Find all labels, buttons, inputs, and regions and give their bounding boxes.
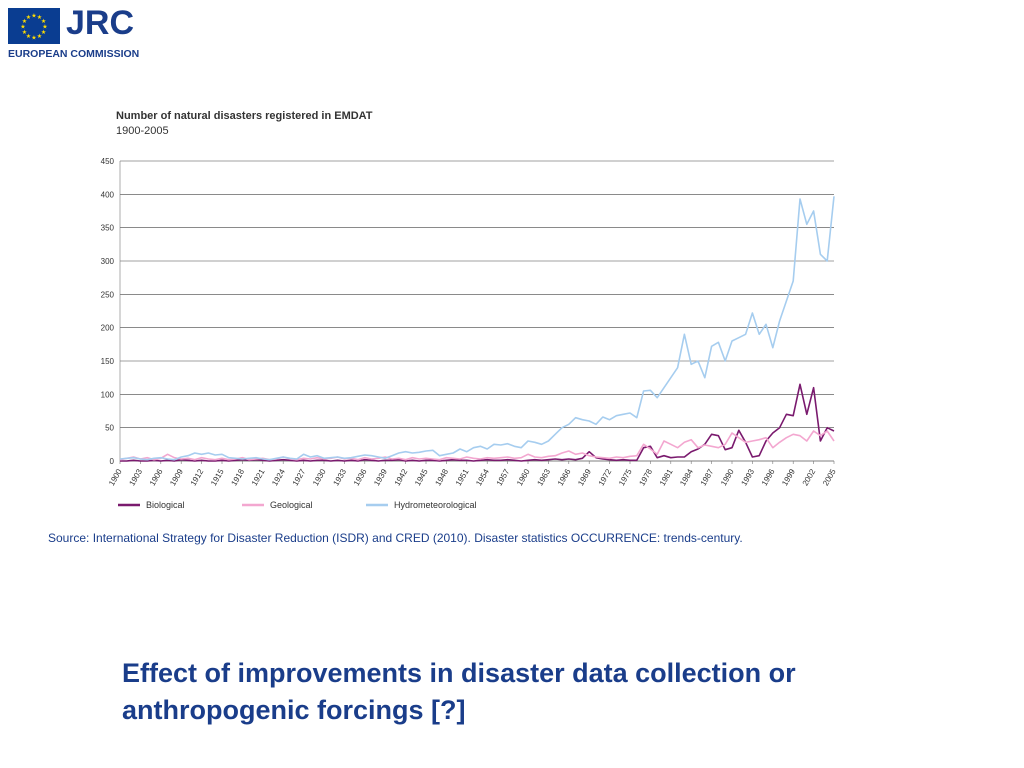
x-tick-label: 2005 [821,467,838,487]
x-tick-label: 1993 [739,467,756,487]
legend-label: Biological [146,500,185,510]
y-tick-label: 450 [101,157,115,166]
eu-star-icon: ★ [31,13,36,20]
y-tick-label: 150 [101,357,115,366]
x-tick-label: 1936 [352,467,369,487]
x-tick-label: 1960 [515,467,532,487]
x-tick-label: 1999 [780,467,797,487]
x-tick-label: 1984 [678,467,695,487]
x-tick-label: 2002 [801,467,818,487]
x-axis-ticks: 1900 1903 1906 1909 1912 1915 1918 1921 1924 1927… [107,461,838,487]
y-tick-label: 100 [101,390,115,399]
eu-flag-icon: ★ ★ ★ ★ ★ ★ ★ ★ ★ ★ ★ ★ [8,8,60,44]
x-tick-label: 1933 [331,467,348,487]
legend-label: Hydrometeorological [394,500,477,510]
x-tick-label: 1948 [433,467,450,487]
x-tick-label: 1990 [719,467,736,487]
chart-gridlines [119,160,834,462]
x-tick-label: 1924 [270,467,287,487]
eu-star-icon: ★ [42,24,47,31]
y-tick-label: 200 [101,324,115,333]
x-tick-label: 1903 [127,467,144,487]
x-tick-label: 1954 [474,467,491,487]
x-tick-label: 1927 [291,467,308,487]
x-tick-label: 1930 [311,467,328,487]
x-tick-label: 1909 [168,467,185,487]
chart-series [119,196,835,462]
eu-star-icon: ★ [26,33,31,40]
y-tick-label: 300 [101,257,115,266]
x-tick-label: 1987 [699,467,716,487]
chart-subtitle: 1900-2005 [116,125,169,137]
x-tick-label: 1915 [209,467,226,487]
eu-star-icon: ★ [41,18,46,25]
organization-name: EUROPEAN COMMISSION [8,48,140,60]
x-tick-label: 1900 [107,467,124,487]
eu-star-icon: ★ [41,29,46,36]
eu-star-icon: ★ [26,14,31,21]
chart-title: Number of natural disasters registered i… [116,110,373,122]
x-tick-label: 1969 [576,467,593,487]
eu-stars-icon: ★ ★★★★★★★★★★★ [20,13,47,42]
x-tick-label: 1945 [413,467,430,487]
x-tick-label: 1957 [495,467,512,487]
eu-star-icon: ★ [22,18,27,25]
eu-star-icon: ★ [37,33,42,40]
y-tick-label: 250 [101,290,115,299]
y-tick-label: 400 [101,190,115,199]
y-tick-label: 0 [110,457,115,466]
x-tick-label: 1966 [556,467,573,487]
x-tick-label: 1996 [760,467,777,487]
x-tick-label: 1921 [250,467,267,487]
jrc-logo: ★ ★ ★ ★ ★ ★ ★ ★ ★ ★ ★ ★ JRC EUROPEAN COMMISSION [8,4,140,64]
x-tick-label: 1981 [658,467,675,487]
x-tick-label: 1912 [189,467,206,487]
eu-star-icon: ★ [22,29,27,36]
x-tick-label: 1906 [148,467,165,487]
x-tick-label: 1939 [372,467,389,487]
x-tick-label: 1975 [617,467,634,487]
source-note: Source: International Strategy for Disas… [48,531,743,545]
y-axis-ticks: 0 50 100 150 200 250 300 350 400 450 [101,157,115,466]
x-tick-label: 1918 [229,467,246,487]
x-tick-label: 1972 [597,467,614,487]
x-tick-label: 1942 [393,467,410,487]
y-tick-label: 50 [105,424,114,433]
x-tick-label: 1951 [454,467,471,487]
series-line-geological [119,430,835,461]
x-tick-label: 1963 [535,467,552,487]
series-line-biological [120,383,835,462]
series-line-hydrometeorological [119,196,835,461]
eu-star-icon: ★ [20,24,25,31]
logo-text: JRC [66,4,135,42]
chart-legend: Biological Geological Hydrometeorological [118,500,477,510]
eu-star-icon: ★ [37,14,42,21]
y-tick-label: 350 [101,224,115,233]
legend-label: Geological [270,500,313,510]
eu-star-icon: ★ [31,35,36,42]
x-tick-label: 1978 [637,467,654,487]
slide-headline: Effect of improvements in disaster data … [122,658,796,725]
